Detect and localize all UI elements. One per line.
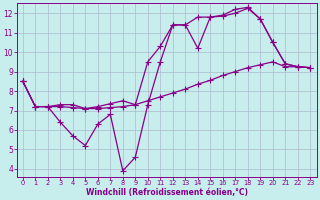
X-axis label: Windchill (Refroidissement éolien,°C): Windchill (Refroidissement éolien,°C) xyxy=(85,188,248,197)
